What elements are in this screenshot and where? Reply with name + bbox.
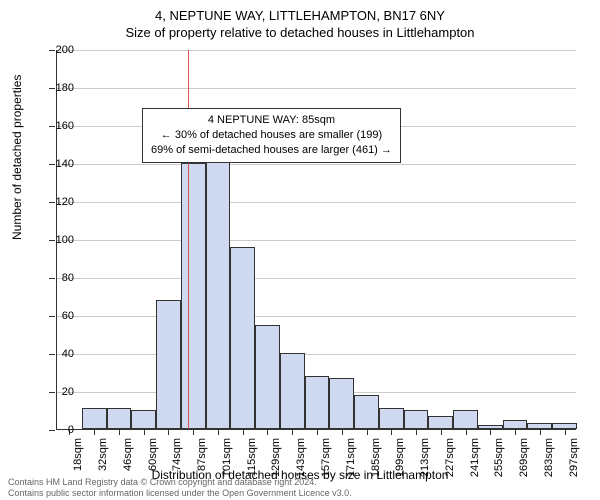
gridline (57, 202, 576, 203)
x-tick-label: 18sqm (72, 438, 84, 471)
gridline (57, 316, 576, 317)
histogram-bar (329, 378, 354, 429)
y-tick-label: 100 (44, 234, 74, 246)
x-tick (565, 429, 566, 435)
gridline (57, 278, 576, 279)
x-tick-label: 213sqm (419, 438, 431, 477)
gridline (57, 164, 576, 165)
histogram-bar (82, 408, 107, 429)
footer-line-2: Contains public sector information licen… (8, 488, 352, 499)
x-tick (515, 429, 516, 435)
y-tick-label: 120 (44, 196, 74, 208)
x-tick (540, 429, 541, 435)
histogram-bar (255, 325, 280, 430)
x-tick-label: 115sqm (246, 438, 258, 476)
x-tick (441, 429, 442, 435)
x-tick-label: 241sqm (469, 438, 481, 477)
info-box: 4 NEPTUNE WAY: 85sqm ← 30% of detached h… (142, 108, 401, 163)
x-tick (416, 429, 417, 435)
x-tick-label: 74sqm (171, 438, 183, 471)
gridline (57, 50, 576, 51)
x-tick-label: 32sqm (97, 438, 109, 471)
histogram-bar (230, 247, 255, 429)
histogram-bar (379, 408, 404, 429)
histogram-bar (156, 300, 181, 429)
y-tick-label: 0 (44, 424, 74, 436)
x-tick (168, 429, 169, 435)
chart-plot-area: 4 NEPTUNE WAY: 85sqm ← 30% of detached h… (56, 50, 576, 430)
x-tick-label: 87sqm (196, 438, 208, 471)
y-tick-label: 200 (44, 44, 74, 56)
x-tick-label: 185sqm (370, 438, 382, 477)
x-tick (317, 429, 318, 435)
y-tick-label: 80 (44, 272, 74, 284)
x-tick (119, 429, 120, 435)
x-tick (144, 429, 145, 435)
info-line-3: 69% of semi-detached houses are larger (… (151, 143, 392, 158)
histogram-bar (305, 376, 330, 429)
footer-attribution: Contains HM Land Registry data © Crown c… (8, 477, 352, 499)
x-tick-label: 269sqm (518, 438, 530, 477)
y-tick-label: 60 (44, 310, 74, 322)
y-tick-label: 20 (44, 386, 74, 398)
histogram-bar (280, 353, 305, 429)
footer-line-1: Contains HM Land Registry data © Crown c… (8, 477, 352, 488)
gridline (57, 88, 576, 89)
subject-marker-line (188, 50, 189, 429)
gridline (57, 354, 576, 355)
x-tick (367, 429, 368, 435)
y-axis-label: Number of detached properties (10, 75, 24, 240)
x-tick-label: 255sqm (493, 438, 505, 477)
x-tick (391, 429, 392, 435)
histogram-bar (503, 420, 528, 430)
gridline (57, 240, 576, 241)
x-tick (218, 429, 219, 435)
x-tick (466, 429, 467, 435)
x-tick (490, 429, 491, 435)
x-tick-label: 143sqm (295, 438, 307, 477)
x-tick-label: 129sqm (270, 438, 282, 477)
histogram-bar (181, 163, 206, 429)
x-tick-label: 297sqm (568, 438, 580, 477)
x-tick-label: 227sqm (444, 438, 456, 477)
chart-subtitle: Size of property relative to detached ho… (0, 23, 600, 40)
histogram-bar (107, 408, 132, 429)
x-tick (267, 429, 268, 435)
x-tick-label: 171sqm (345, 438, 357, 477)
x-tick (342, 429, 343, 435)
histogram-bar (131, 410, 156, 429)
x-tick-label: 283sqm (543, 438, 555, 477)
x-tick-label: 157sqm (320, 438, 332, 477)
x-tick-label: 101sqm (221, 438, 233, 477)
chart-title: 4, NEPTUNE WAY, LITTLEHAMPTON, BN17 6NY (0, 0, 600, 23)
y-tick-label: 160 (44, 120, 74, 132)
histogram-bar (404, 410, 429, 429)
histogram-bar (354, 395, 379, 429)
x-tick (94, 429, 95, 435)
info-line-1: 4 NEPTUNE WAY: 85sqm (151, 113, 392, 128)
info-line-2: ← 30% of detached houses are smaller (19… (151, 128, 392, 143)
x-tick-label: 60sqm (147, 438, 159, 471)
histogram-bar (428, 416, 453, 429)
x-tick (292, 429, 293, 435)
x-tick-label: 46sqm (122, 438, 134, 471)
x-tick (193, 429, 194, 435)
x-tick-label: 199sqm (394, 438, 406, 477)
histogram-bar (206, 129, 231, 429)
y-tick-label: 180 (44, 82, 74, 94)
histogram-bar (453, 410, 478, 429)
y-tick-label: 140 (44, 158, 74, 170)
x-tick (243, 429, 244, 435)
y-tick-label: 40 (44, 348, 74, 360)
